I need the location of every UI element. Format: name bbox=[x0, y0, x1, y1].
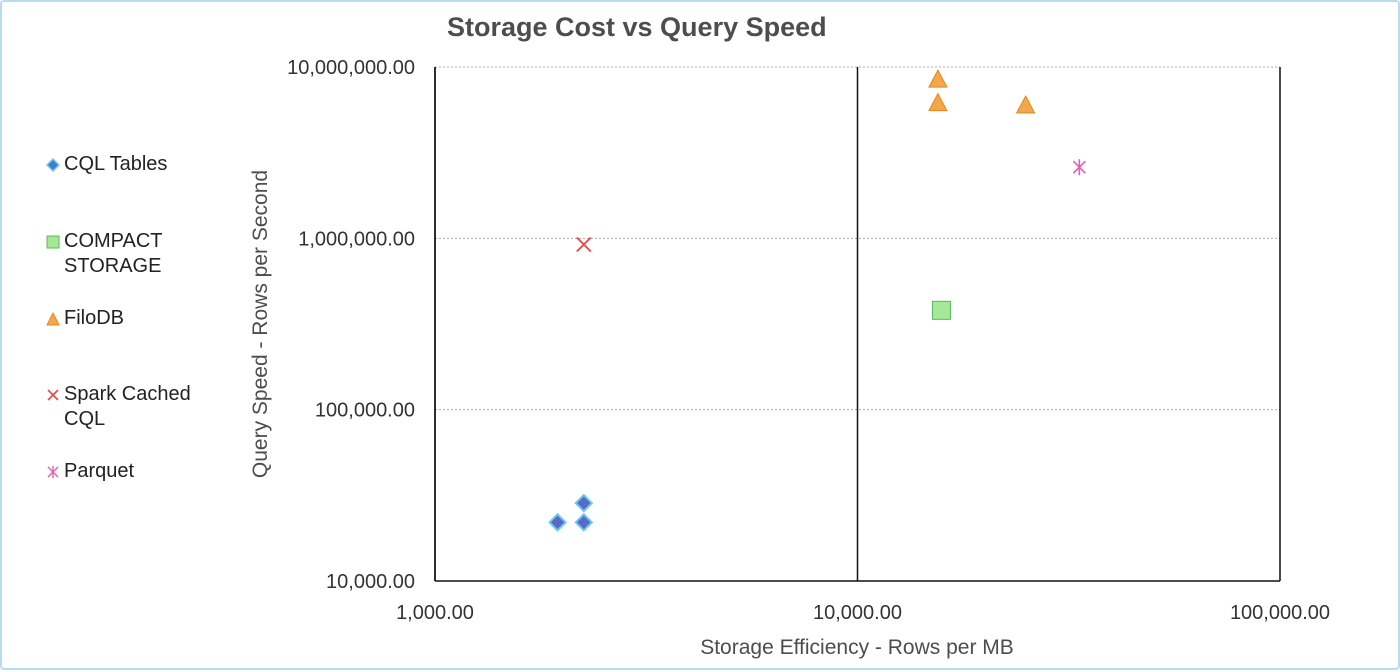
legend-label-line: STORAGE bbox=[64, 255, 162, 277]
legend-item-filodb[interactable]: FiloDB bbox=[46, 306, 236, 331]
legend-item-compact-storage[interactable]: COMPACT STORAGE bbox=[46, 229, 236, 279]
y-tick-label: 10,000,000.00 bbox=[287, 57, 415, 79]
diamond-marker bbox=[574, 512, 594, 532]
asterisk-marker-icon bbox=[46, 459, 64, 484]
legend-item-spark-cached-cql[interactable]: Spark Cached CQL bbox=[46, 382, 236, 432]
x-marker-stroke bbox=[576, 236, 592, 253]
x-marker-icon bbox=[46, 382, 64, 407]
legend-label-line: Spark Cached bbox=[64, 383, 191, 405]
y-axis-label: Query Speed - Rows per Second bbox=[249, 170, 272, 478]
triangle-marker bbox=[1015, 94, 1036, 114]
legend-item-cql-tables[interactable]: CQL Tables bbox=[46, 152, 236, 177]
legend-label: COMPACT STORAGE bbox=[64, 229, 174, 279]
triangle-marker-icon bbox=[46, 306, 64, 331]
legend-item-parquet[interactable]: Parquet bbox=[46, 459, 236, 484]
chart-title: Storage Cost vs Query Speed bbox=[447, 12, 827, 42]
data-point bbox=[928, 92, 948, 112]
legend-label: Spark Cached CQL bbox=[64, 382, 204, 432]
data-point bbox=[574, 493, 594, 513]
y-tick-label: 10,000.00 bbox=[326, 571, 415, 593]
legend-label: Parquet bbox=[64, 459, 134, 484]
tick-labels: 10,000.00 100,000.00 1,000,000.00 10,000,00… bbox=[287, 57, 1330, 624]
legend-label-line: CQL bbox=[64, 408, 106, 430]
triangle-marker bbox=[928, 92, 948, 112]
legend-label-line: COMPACT bbox=[64, 230, 163, 252]
legend-label-line: Parquet bbox=[64, 460, 135, 482]
diamond-marker bbox=[548, 512, 567, 532]
data-points bbox=[548, 69, 1086, 532]
x-axis-label: Storage Efficiency - Rows per MB bbox=[700, 636, 1014, 659]
square-marker-icon bbox=[46, 229, 64, 254]
x-tick-label: 100,000.00 bbox=[1230, 602, 1330, 624]
data-point bbox=[576, 236, 592, 253]
data-point bbox=[1015, 94, 1036, 114]
grid-layer bbox=[434, 66, 1281, 581]
y-tick-label: 100,000.00 bbox=[315, 400, 415, 422]
square-marker bbox=[931, 300, 951, 320]
x-tick-label: 1,000.00 bbox=[396, 602, 474, 624]
data-point bbox=[574, 512, 594, 532]
legend-label-line: CQL Tables bbox=[64, 153, 168, 175]
legend-label: FiloDB bbox=[64, 306, 124, 331]
diamond-marker bbox=[574, 493, 594, 513]
axis-layer bbox=[434, 67, 1280, 582]
legend-label-line: FiloDB bbox=[64, 307, 125, 329]
x-tick-label: 10,000.00 bbox=[813, 602, 902, 624]
data-point bbox=[931, 300, 951, 320]
legend-label: CQL Tables bbox=[64, 152, 167, 177]
diamond-marker-icon bbox=[46, 152, 64, 177]
triangle-marker bbox=[928, 69, 948, 88]
y-tick-label: 1,000,000.00 bbox=[298, 228, 415, 250]
data-point bbox=[1072, 159, 1086, 176]
data-point bbox=[928, 69, 948, 88]
data-point bbox=[548, 512, 567, 532]
